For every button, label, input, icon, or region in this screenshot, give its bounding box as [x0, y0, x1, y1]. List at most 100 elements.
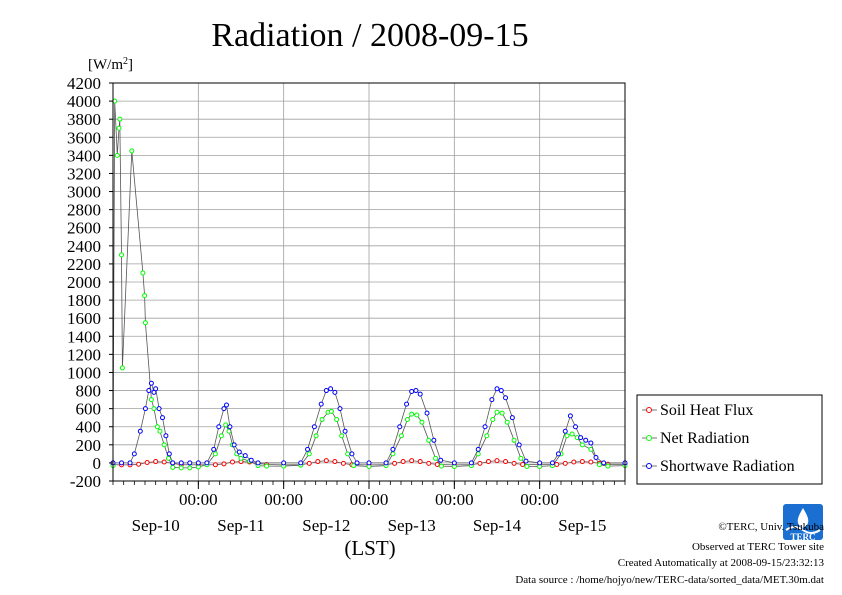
data-point: [409, 411, 415, 417]
data-point: [562, 460, 568, 466]
data-point: [195, 460, 201, 466]
data-point: [323, 388, 329, 394]
data-point: [334, 416, 340, 422]
data-point: [178, 465, 184, 471]
data-point: [221, 461, 227, 467]
data-point: [144, 459, 150, 465]
data-point: [204, 460, 210, 466]
data-point: [571, 459, 577, 465]
data-point: [345, 451, 351, 457]
data-point: [426, 437, 432, 443]
data-point: [116, 125, 122, 131]
data-point: [579, 459, 585, 465]
data-point: [313, 433, 319, 439]
data-point: [593, 454, 599, 460]
data-point: [489, 397, 495, 403]
data-point: [170, 464, 176, 470]
y-axis-ticks: -200020040060080010001200140016001800200…: [67, 74, 113, 491]
data-point: [157, 428, 163, 434]
data-point: [392, 460, 398, 466]
data-point: [236, 449, 242, 455]
data-point: [227, 424, 233, 430]
data-point: [129, 148, 135, 154]
data-point: [433, 455, 439, 461]
data-point: [159, 415, 165, 421]
legend-label: Net Radiation: [660, 430, 749, 447]
y-tick-label: 1400: [67, 327, 101, 346]
data-point: [504, 419, 510, 425]
data-point: [426, 460, 432, 466]
y-axis-unit: [W/m2]: [88, 56, 133, 74]
data-point: [119, 365, 125, 371]
legend: Soil Heat Flux Net Radiation Shortwave Rad…: [636, 394, 823, 485]
data-point: [221, 406, 227, 412]
data-point: [414, 412, 420, 418]
footer-created: Created Automatically at 2008-09-15/23:3…: [618, 557, 825, 569]
data-point: [398, 433, 404, 439]
data-point: [596, 462, 602, 468]
data-point: [328, 386, 334, 392]
data-point: [431, 437, 437, 443]
y-tick-label: 600: [76, 400, 102, 419]
data-point: [494, 458, 500, 464]
data-point: [231, 442, 237, 448]
data-point: [153, 459, 159, 465]
data-point: [366, 460, 372, 466]
data-point: [554, 462, 560, 468]
data-point: [434, 462, 440, 468]
data-point: [468, 460, 474, 466]
data-point: [212, 462, 218, 468]
data-point: [223, 422, 229, 428]
data-point: [494, 386, 500, 392]
y-tick-label: 2800: [67, 201, 101, 220]
data-point: [524, 464, 530, 470]
x-time-label: 00:00: [264, 490, 303, 509]
data-point: [165, 455, 171, 461]
data-point: [151, 406, 157, 412]
data-point: [298, 460, 304, 466]
data-point: [555, 451, 561, 457]
data-point: [439, 463, 445, 469]
data-point: [549, 460, 555, 466]
data-point: [413, 388, 419, 394]
data-point: [516, 442, 522, 448]
data-point: [417, 391, 423, 397]
series-layer: [110, 98, 628, 471]
data-point: [148, 380, 154, 386]
data-point: [142, 406, 148, 412]
data-point: [354, 460, 360, 466]
data-point: [170, 460, 176, 466]
data-point: [161, 442, 167, 448]
logo-wave-icon: [785, 526, 821, 534]
data-point: [511, 437, 517, 443]
data-point: [579, 442, 585, 448]
data-point: [319, 416, 325, 422]
data-point: [127, 460, 133, 466]
y-tick-label: 2400: [67, 237, 101, 256]
data-point: [523, 458, 529, 464]
series-line: [112, 460, 625, 466]
data-point: [211, 446, 217, 452]
x-time-label: 00:00: [435, 490, 474, 509]
legend-item: Net Radiation: [642, 430, 749, 447]
data-point: [311, 424, 317, 430]
data-point: [409, 388, 415, 394]
x-axis-ticks: 00:00 00:00 00:00 00:00 00:00 Sep-10 Sep-11 Sep…: [112, 481, 626, 535]
data-point: [383, 460, 389, 466]
data-point: [537, 460, 543, 466]
y-axis-unit-superscript: 2: [123, 56, 128, 67]
data-point: [153, 386, 159, 392]
legend-items: Soil Heat Flux Net Radiation Shortwave Rad…: [642, 402, 795, 475]
data-point: [332, 389, 338, 395]
data-point: [142, 293, 148, 299]
legend-item: Soil Heat Flux: [642, 402, 753, 419]
x-date-label: Sep-11: [217, 516, 265, 535]
data-point: [349, 451, 355, 457]
legend-item: Shortwave Radiation: [642, 458, 795, 475]
data-point: [482, 424, 488, 430]
x-time-label: 00:00: [350, 490, 389, 509]
y-tick-label: 3800: [67, 110, 101, 129]
y-tick-label: 800: [76, 382, 102, 401]
x-date-label: Sep-14: [473, 516, 522, 535]
data-point: [605, 463, 611, 469]
